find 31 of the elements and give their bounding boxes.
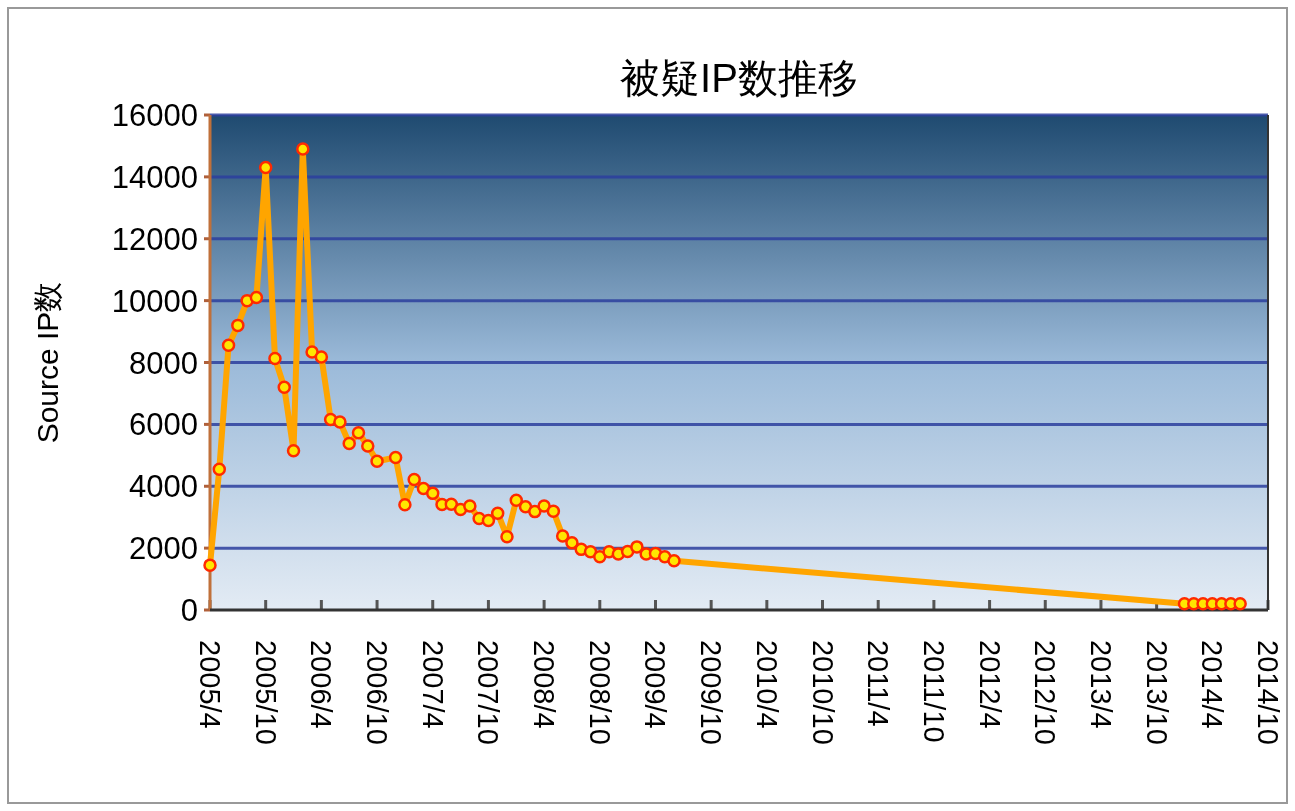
x-tick-label: 2014/4 [1196,640,1229,729]
x-tick-label: 2008/10 [583,640,616,745]
y-tick-label: 2000 [129,531,198,567]
x-tick-label: 2009/4 [639,640,672,729]
x-tick-label: 2007/10 [472,640,505,745]
x-tick-label: 2008/4 [528,640,561,729]
x-tick-label: 2011/10 [917,640,950,743]
y-tick-label: 0 [180,593,198,628]
x-tick-label: 2014/10 [1252,640,1284,745]
x-tick-label: 2013/4 [1084,640,1117,729]
x-tick-label: 2011/4 [862,640,895,727]
x-tick-label: 2007/4 [416,640,449,729]
x-tick-label: 2010/4 [750,640,783,729]
x-tick-label: 2006/10 [361,640,394,745]
chart-title: 被疑IP数推移 [620,56,858,100]
y-tick-label: 14000 [111,159,198,195]
x-tick-label: 2009/10 [695,640,728,745]
x-tick-label: 2013/10 [1140,640,1173,745]
y-tick-label: 4000 [129,469,198,505]
x-tick-label: 2006/4 [305,640,338,729]
y-tick-label: 10000 [111,283,198,319]
y-axis-title: Source IP数 [31,281,64,444]
y-tick-label: 16000 [111,98,198,133]
x-tick-label: 2005/4 [194,640,226,729]
x-tick-label: 2012/4 [973,640,1006,729]
y-tick-label: 6000 [129,407,198,443]
y-tick-label: 8000 [129,345,198,381]
x-tick-label: 2005/10 [249,640,282,745]
x-tick-label: 2010/10 [806,640,839,745]
y-tick-label: 12000 [111,221,198,257]
x-tick-label: 2012/10 [1029,640,1062,745]
